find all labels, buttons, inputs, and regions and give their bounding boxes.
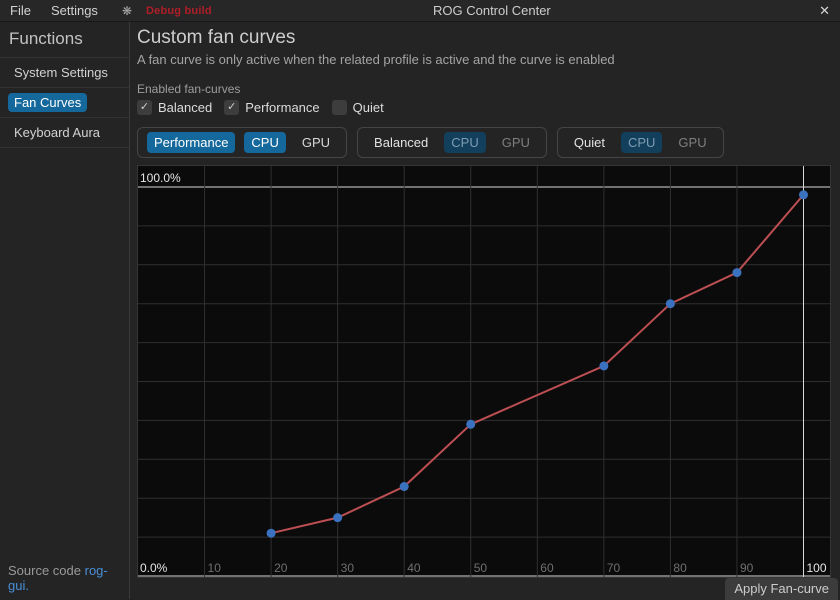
menu-file[interactable]: File — [10, 3, 31, 18]
checkbox-label: Performance — [245, 100, 320, 115]
curve-point[interactable] — [399, 482, 409, 492]
sun-icon[interactable]: ❋ — [121, 3, 132, 18]
curve-point[interactable] — [599, 361, 609, 371]
debug-build-badge: Debug build — [146, 4, 212, 17]
close-icon[interactable]: ✕ — [819, 3, 830, 18]
tab-performance-cpu[interactable]: CPU — [244, 132, 286, 153]
y-axis-top-label: 100.0% — [140, 171, 181, 185]
tab-performance-gpu[interactable]: GPU — [301, 135, 331, 150]
tab-quiet-gpu[interactable]: GPU — [678, 135, 707, 150]
sidebar-footer: Source code rog-gui. — [0, 558, 129, 599]
fan-curve-tabs-row: Performance CPU GPU Balanced CPU GPU Qui… — [137, 127, 838, 158]
page-subtitle: A fan curve is only active when the rela… — [137, 52, 615, 67]
x-tick-label: 40 — [407, 561, 421, 575]
x-tick-label: 80 — [673, 561, 687, 575]
sidebar-item-label: Fan Curves — [8, 93, 88, 112]
page-title: Custom fan curves — [137, 27, 296, 48]
checkbox-box-icon — [224, 100, 240, 115]
sidebar-item-system-settings[interactable]: System Settings — [0, 58, 129, 88]
bottom-bar: Apply Fan-curve — [137, 578, 838, 600]
sidebar-item-fan-curves[interactable]: Fan Curves — [0, 88, 129, 118]
fan-curve-chart[interactable]: 10 20 30 40 50 60 70 80 90 100 100.0% 0.0% — [137, 165, 831, 578]
window-title: ROG Control Center — [433, 3, 551, 18]
x-tick-label: 10 — [208, 561, 222, 575]
sidebar-header: Functions — [0, 22, 129, 58]
enabled-fan-curves-label: Enabled fan-curves — [137, 82, 241, 96]
checkbox-box-icon — [331, 100, 347, 115]
sidebar-item-label: Keyboard Aura — [14, 125, 101, 140]
x-tick-label: 100 — [807, 561, 827, 575]
x-tick-label: 60 — [540, 561, 554, 575]
x-tick-label: 70 — [607, 561, 621, 575]
tab-balanced-cpu[interactable]: CPU — [444, 132, 486, 153]
x-tick-label: 30 — [341, 561, 355, 575]
x-tick-label: 90 — [740, 561, 754, 575]
curve-point[interactable] — [466, 419, 476, 429]
curve-point[interactable] — [732, 268, 742, 278]
menu-settings[interactable]: Settings — [50, 3, 98, 18]
source-code-label: Source code — [8, 563, 81, 578]
tab-balanced-gpu[interactable]: GPU — [501, 135, 530, 150]
checkbox-box-icon — [137, 100, 152, 115]
enabled-fan-curves-row: Balanced Performance Quiet — [137, 100, 838, 115]
tab-quiet-cpu[interactable]: CPU — [620, 132, 663, 153]
tab-group-balanced: Balanced CPU GPU — [357, 127, 547, 158]
checkbox-label: Quiet — [352, 100, 384, 115]
curve-point[interactable] — [799, 190, 808, 200]
curve-point[interactable] — [665, 299, 675, 309]
checkbox-label: Balanced — [158, 100, 213, 115]
source-code-link[interactable]: rog-gui. — [8, 563, 108, 593]
fan-curve-line — [270, 194, 805, 535]
checkbox-balanced[interactable]: Balanced — [137, 100, 212, 115]
sidebar-item-keyboard-aura[interactable]: Keyboard Aura — [0, 118, 129, 148]
titlebar: File Settings ❋ Debug build ROG Control … — [0, 0, 840, 22]
main-content: Custom fan curves A fan curve is only ac… — [130, 22, 840, 600]
tab-balanced[interactable]: Balanced — [374, 135, 429, 150]
curve-point[interactable] — [333, 513, 343, 523]
tab-group-quiet: Quiet CPU GPU — [556, 127, 724, 158]
curve-point[interactable] — [266, 528, 276, 538]
x-tick-label: 20 — [274, 561, 288, 575]
checkbox-performance[interactable]: Performance — [224, 100, 320, 115]
tab-quiet[interactable]: Quiet — [573, 135, 605, 150]
fan-curve-svg[interactable]: 10 20 30 40 50 60 70 80 90 100 100.0% 0.0% — [138, 166, 830, 577]
y-axis-bottom-label: 0.0% — [140, 561, 168, 575]
x-tick-label: 50 — [474, 561, 488, 575]
checkbox-quiet[interactable]: Quiet — [331, 100, 384, 115]
tab-performance[interactable]: Performance — [147, 132, 236, 153]
sidebar-item-label: System Settings — [14, 65, 108, 80]
apply-fan-curve-button[interactable]: Apply Fan-curve — [725, 578, 838, 600]
sidebar: Functions System Settings Fan Curves Key… — [0, 22, 130, 599]
tab-group-performance: Performance CPU GPU — [137, 127, 348, 158]
